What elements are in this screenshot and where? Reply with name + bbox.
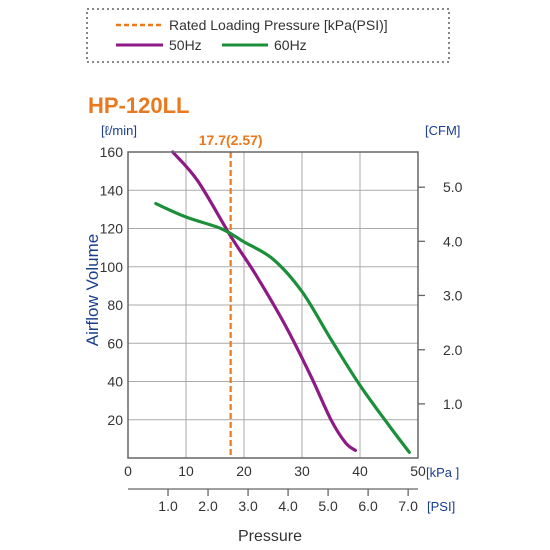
x-tick-label: 0 (124, 463, 132, 479)
rated-pressure-marker: 17.7(2.57) (199, 132, 263, 458)
x-tick-label: 40 (352, 463, 368, 479)
y-tick-label: 140 (100, 182, 124, 198)
y-tick-label: 80 (107, 297, 123, 313)
y-unit-right: [CFM] (425, 123, 460, 138)
legend-border (86, 8, 450, 63)
plot-border (127, 151, 419, 459)
y-tick-label: 20 (107, 412, 123, 428)
psi-tick-label: 2.0 (198, 498, 218, 514)
psi-tick-label: 1.0 (158, 498, 178, 514)
legend-label-60hz: 60Hz (274, 37, 307, 53)
x-axis-title: Pressure (238, 528, 302, 545)
y-tick-label: 120 (100, 221, 124, 237)
tick-labels: 20 40 60 80 100 120 140 160 1.0 2.0 3.0 4.0 5.0 0 10 20… (100, 144, 463, 514)
psi-tick-label: 6.0 (358, 498, 378, 514)
x-unit-kpa: [kPa ] (426, 465, 459, 480)
x-unit-psi: [PSI] (427, 499, 455, 514)
legend-label-50hz: 50Hz (169, 37, 202, 53)
y-tick-label: 160 (100, 144, 124, 160)
y-tick-label: 100 (100, 259, 124, 275)
legend-label-rated: Rated Loading Pressure [kPa(PSI)] (169, 17, 388, 33)
y-tick-label: 40 (107, 374, 123, 390)
psi-tick-label: 4.0 (278, 498, 298, 514)
rated-pressure-label: 17.7(2.57) (199, 132, 263, 148)
y-tick-label: 60 (107, 335, 123, 351)
series-line-50hz (171, 150, 357, 452)
right-tick-label: 5.0 (443, 179, 463, 195)
right-tick-label: 2.0 (443, 342, 463, 358)
right-tick-label: 3.0 (443, 287, 463, 303)
series (154, 150, 411, 454)
legend: Rated Loading Pressure [kPa(PSI)] 50Hz 6… (86, 8, 450, 63)
x-tick-label: 30 (294, 463, 310, 479)
x-tick-label: 20 (236, 463, 252, 479)
plot-frame (127, 151, 419, 490)
x-tick-label: 50 (410, 463, 426, 479)
right-tick-label: 1.0 (443, 396, 463, 412)
psi-tick-label: 7.0 (398, 498, 418, 514)
x-tick-label: 10 (178, 463, 194, 479)
chart-title: HP-120LL (88, 93, 189, 118)
psi-tick-label: 5.0 (318, 498, 338, 514)
y-unit-left: [ℓ/min] (101, 123, 137, 138)
right-tick-label: 4.0 (443, 233, 463, 249)
psi-tick-label: 3.0 (238, 498, 258, 514)
series-line-60hz (154, 202, 411, 454)
y-axis-title: Airflow Volume (83, 234, 102, 346)
